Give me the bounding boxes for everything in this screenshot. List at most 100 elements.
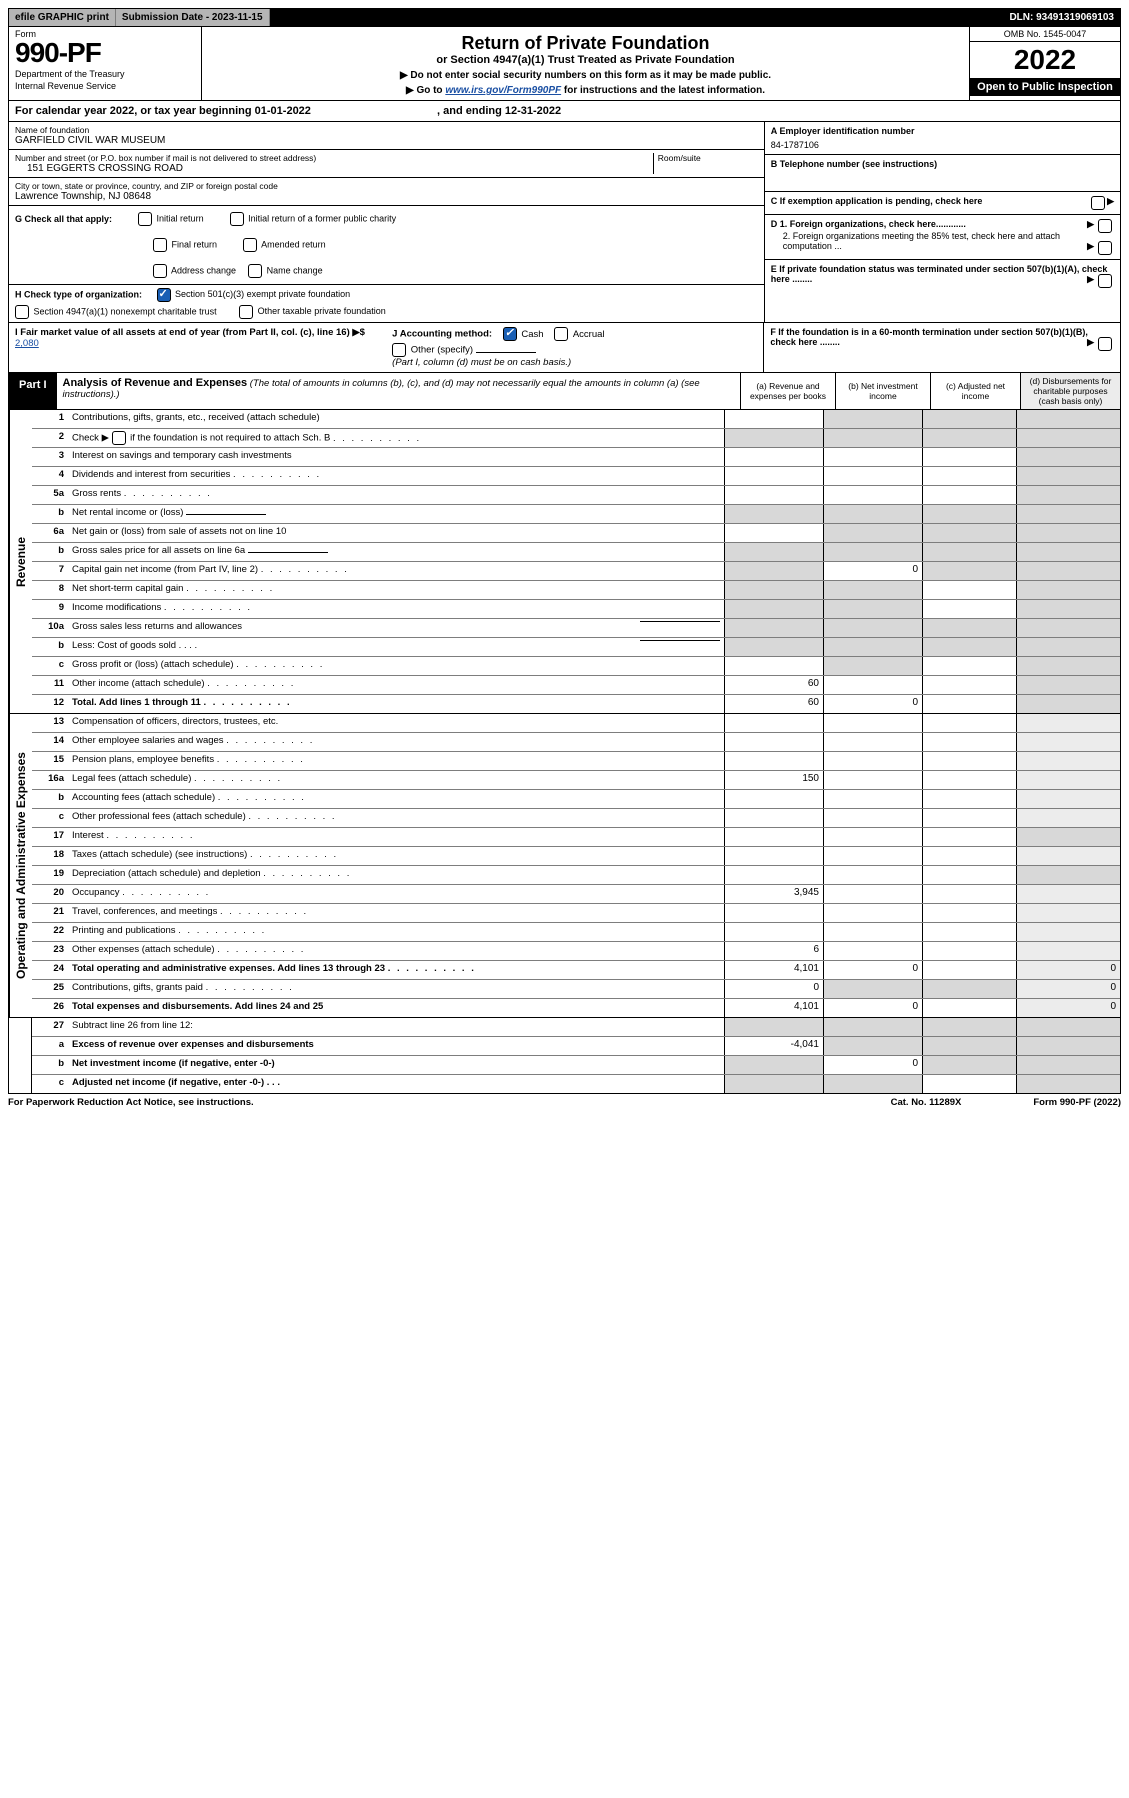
accrual-checkbox[interactable] <box>554 327 568 341</box>
r22-desc: Printing and publications <box>68 923 724 941</box>
irs-link[interactable]: www.irs.gov/Form990PF <box>445 85 561 96</box>
address-change-checkbox[interactable] <box>153 264 167 278</box>
initial-return-checkbox[interactable] <box>138 212 152 226</box>
amended-return-checkbox[interactable] <box>243 238 257 252</box>
part1-desc: Analysis of Revenue and Expenses (The to… <box>57 373 740 409</box>
part1-badge: Part I <box>9 373 57 409</box>
footer-form: Form 990-PF (2022) <box>1001 1097 1121 1108</box>
c-label: C If exemption application is pending, c… <box>771 196 983 206</box>
header-right: OMB No. 1545-0047 2022 Open to Public In… <box>969 27 1120 100</box>
f-arrow-icon: ▶ <box>1087 337 1094 348</box>
other-method-checkbox[interactable] <box>392 343 406 357</box>
f-checkbox[interactable] <box>1098 337 1112 351</box>
r23-desc: Other expenses (attach schedule) <box>68 942 724 960</box>
h-label: H Check type of organization: <box>15 289 142 299</box>
r21-desc: Travel, conferences, and meetings <box>68 904 724 922</box>
note2-pre: ▶ Go to <box>406 85 445 96</box>
note-link: ▶ Go to www.irs.gov/Form990PF for instru… <box>210 85 961 96</box>
r5b-field[interactable] <box>186 514 266 515</box>
row-2: 2Check ▶ if the foundation is not requir… <box>32 429 1120 448</box>
r26d-val: 0 <box>1016 999 1120 1017</box>
open-public: Open to Public Inspection <box>970 78 1120 96</box>
other-taxable-label: Other taxable private foundation <box>258 306 386 316</box>
street-row: Number and street (or P.O. box number if… <box>9 150 764 178</box>
ein-label: A Employer identification number <box>771 126 1114 136</box>
r20-desc: Occupancy <box>68 885 724 903</box>
ein-value: 84-1787106 <box>771 140 1114 150</box>
row-18: 18Taxes (attach schedule) (see instructi… <box>32 847 1120 866</box>
section-4947-checkbox[interactable] <box>15 305 29 319</box>
col-b-header: (b) Net investment income <box>835 373 930 409</box>
row-16c: cOther professional fees (attach schedul… <box>32 809 1120 828</box>
r14-desc: Other employee salaries and wages <box>68 733 724 751</box>
r10b-field[interactable] <box>640 640 720 641</box>
header-center: Return of Private Foundation or Section … <box>202 27 969 100</box>
cash-label: Cash <box>521 329 543 340</box>
row-13: 13Compensation of officers, directors, t… <box>32 714 1120 733</box>
r27b-desc: Net investment income (if negative, ente… <box>68 1056 724 1074</box>
r6a-desc: Net gain or (loss) from sale of assets n… <box>68 524 724 542</box>
name-change-checkbox[interactable] <box>248 264 262 278</box>
d1-label: D 1. Foreign organizations, check here..… <box>771 219 966 229</box>
r25a-val: 0 <box>724 980 823 998</box>
revenue-rows: 1Contributions, gifts, grants, etc., rec… <box>32 410 1120 713</box>
h-row: H Check type of organization: Section 50… <box>9 285 764 322</box>
line27-table: 27Subtract line 26 from line 12: aExcess… <box>8 1018 1121 1094</box>
row-26: 26Total expenses and disbursements. Add … <box>32 999 1120 1017</box>
row-27b: bNet investment income (if negative, ent… <box>32 1056 1120 1075</box>
name-label: Name of foundation <box>15 125 758 135</box>
row-23: 23Other expenses (attach schedule) 6 <box>32 942 1120 961</box>
i-value: 2,080 <box>15 338 39 349</box>
row-21: 21Travel, conferences, and meetings <box>32 904 1120 923</box>
row-12: 12Total. Add lines 1 through 11 600 <box>32 695 1120 713</box>
r6b-field[interactable] <box>248 552 328 553</box>
d2-checkbox[interactable] <box>1098 241 1112 255</box>
section-4947-label: Section 4947(a)(1) nonexempt charitable … <box>34 306 217 316</box>
initial-return-label: Initial return <box>157 213 204 223</box>
entity-left: Name of foundation GARFIELD CIVIL WAR MU… <box>9 122 764 322</box>
row-6b: bGross sales price for all assets on lin… <box>32 543 1120 562</box>
d1-checkbox[interactable] <box>1098 219 1112 233</box>
e-checkbox[interactable] <box>1098 274 1112 288</box>
r27c-desc: Adjusted net income (if negative, enter … <box>68 1075 724 1093</box>
row-9: 9Income modifications <box>32 600 1120 619</box>
ijf-block: I Fair market value of all assets at end… <box>8 323 1121 373</box>
d1-arrow-icon: ▶ <box>1087 219 1094 230</box>
line27-side <box>9 1018 32 1093</box>
r25-desc: Contributions, gifts, grants paid <box>68 980 724 998</box>
f-block: F If the foundation is in a 60-month ter… <box>763 323 1120 372</box>
other-taxable-checkbox[interactable] <box>239 305 253 319</box>
schb-checkbox[interactable] <box>112 431 126 445</box>
phone-label: B Telephone number (see instructions) <box>771 159 1114 169</box>
ein-cell: A Employer identification number 84-1787… <box>765 122 1120 155</box>
efile-print-button[interactable]: efile GRAPHIC print <box>9 9 116 26</box>
expenses-side-label: Operating and Administrative Expenses <box>9 714 32 1017</box>
other-method-label: Other (specify) <box>411 345 473 356</box>
row-10b: bLess: Cost of goods sold . . . . <box>32 638 1120 657</box>
initial-former-checkbox[interactable] <box>230 212 244 226</box>
cash-checkbox[interactable] <box>503 327 517 341</box>
submission-value: 2023-11-15 <box>212 12 263 23</box>
form-number: 990-PF <box>15 39 195 67</box>
r26b-val: 0 <box>823 999 922 1017</box>
section-501c3-checkbox[interactable] <box>157 288 171 302</box>
r27b-val: 0 <box>823 1056 922 1074</box>
row-27c: cAdjusted net income (if negative, enter… <box>32 1075 1120 1093</box>
r10a-field[interactable] <box>640 621 720 622</box>
note2-post: for instructions and the latest informat… <box>561 85 765 96</box>
other-specify-field[interactable] <box>476 352 536 353</box>
accrual-label: Accrual <box>573 329 605 340</box>
tax-year: 2022 <box>970 42 1120 78</box>
calendar-begin: For calendar year 2022, or tax year begi… <box>15 105 311 117</box>
r16a-desc: Legal fees (attach schedule) <box>68 771 724 789</box>
city-label: City or town, state or province, country… <box>15 181 758 191</box>
r5b-desc: Net rental income or (loss) <box>68 505 724 523</box>
form-subtitle: or Section 4947(a)(1) Trust Treated as P… <box>210 54 961 66</box>
row-8: 8Net short-term capital gain <box>32 581 1120 600</box>
final-return-checkbox[interactable] <box>153 238 167 252</box>
r26a-val: 4,101 <box>724 999 823 1017</box>
c-checkbox[interactable] <box>1091 196 1105 210</box>
r16b-desc: Accounting fees (attach schedule) <box>68 790 724 808</box>
dept-treasury: Department of the Treasury <box>15 69 195 79</box>
r26-desc: Total expenses and disbursements. Add li… <box>68 999 724 1017</box>
